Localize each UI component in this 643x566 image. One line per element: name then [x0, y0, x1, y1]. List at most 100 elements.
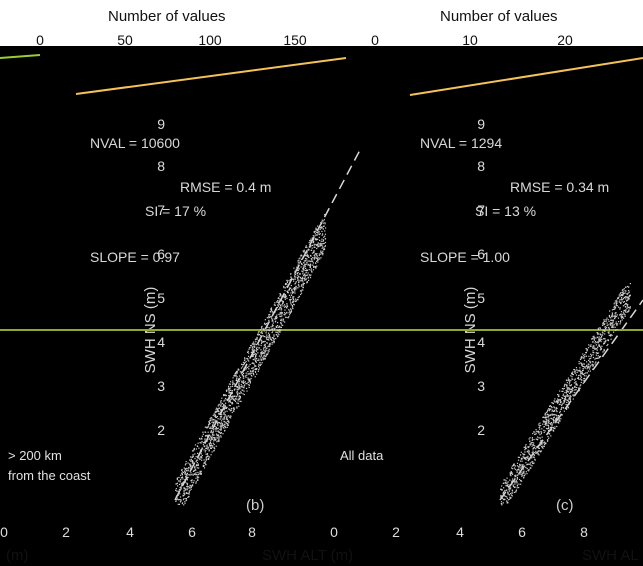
scatter-point [628, 298, 630, 300]
scatter-point [188, 485, 190, 488]
panel-label: (c) [556, 497, 574, 514]
scatter-point [547, 421, 550, 423]
scatter-point [596, 352, 599, 355]
scatter-point [549, 422, 551, 424]
scatter-point [212, 432, 214, 434]
scatter-point [289, 299, 291, 301]
scatter-point [197, 457, 199, 459]
scatter-point [304, 257, 307, 260]
scatter-point [240, 371, 243, 373]
scatter-point [214, 411, 216, 413]
scatter-point [311, 247, 313, 249]
scatter-point [517, 459, 520, 461]
scatter-point [261, 362, 263, 364]
scatter-point [546, 421, 548, 423]
scatter-point [537, 439, 539, 441]
scatter-point [568, 397, 570, 400]
scatter-point [540, 431, 542, 433]
scatter-point [533, 444, 535, 446]
top-axis-tick-label: 20 [557, 32, 573, 48]
scatter-point [179, 489, 181, 492]
scatter-point [298, 281, 300, 284]
scatter-point [600, 334, 602, 336]
scatter-point [608, 314, 611, 317]
scatter-point [259, 364, 261, 367]
scatter-point [198, 476, 200, 478]
scatter-point [180, 478, 182, 481]
scatter-point [310, 264, 312, 266]
scatter-point [599, 338, 601, 340]
scatter-point [297, 262, 299, 264]
scatter-point [176, 478, 178, 481]
scatter-point [322, 240, 324, 243]
scatter-point [265, 336, 267, 338]
scatter-point [285, 295, 287, 298]
scatter-point [580, 362, 582, 364]
scatter-point [195, 473, 198, 476]
stat-si: SI = 13 % [475, 203, 536, 219]
scatter-point [320, 244, 322, 246]
scatter-point [258, 363, 260, 365]
scatter-point [538, 423, 540, 425]
scatter-point [316, 234, 318, 236]
scatter-point [256, 373, 258, 375]
scatter-point [206, 454, 208, 456]
scatter-point [554, 398, 556, 400]
scatter-point [255, 354, 257, 357]
scatter-point [530, 464, 532, 466]
scatter-point [516, 477, 519, 479]
scatter-point [251, 370, 253, 372]
scatter-point [520, 457, 523, 460]
scatter-point [608, 320, 610, 322]
scatter-point [179, 498, 181, 501]
scatter-point [553, 406, 555, 408]
scatter-point [264, 352, 266, 354]
scatter-point [547, 419, 550, 422]
scatter-point [279, 304, 282, 307]
scatter-point [220, 415, 223, 417]
scatter-point [319, 258, 321, 260]
scatter-point [611, 325, 613, 327]
scatter-point [520, 464, 522, 466]
scatter-point [211, 432, 213, 434]
scatter-point [625, 286, 627, 288]
scatter-point [204, 435, 207, 437]
scatter-point [217, 409, 219, 411]
scatter-point [304, 275, 306, 277]
scatter-point [593, 337, 595, 339]
scatter-point [298, 276, 300, 278]
scatter-point [235, 370, 238, 373]
scatter-point [258, 359, 260, 362]
scatter-point [240, 367, 243, 369]
scatter-point [247, 381, 249, 383]
scatter-point [262, 335, 264, 337]
scatter-point [298, 260, 300, 262]
scatter-point [198, 437, 201, 440]
scatter-point [306, 274, 308, 277]
scatter-point [593, 345, 595, 347]
scatter-point [535, 429, 537, 431]
scatter-point [533, 438, 535, 441]
scatter-point [204, 440, 206, 442]
scatter-point [553, 417, 555, 419]
scatter-point [581, 363, 583, 366]
scatter-point [603, 343, 605, 345]
scatter-point [525, 444, 527, 446]
scatter-point [191, 459, 193, 462]
scatter-point [204, 442, 206, 444]
scatter-point [303, 267, 305, 269]
scatter-point [572, 390, 574, 392]
scatter-point [620, 311, 623, 313]
scatter-point [243, 393, 245, 396]
scatter-point [226, 399, 228, 401]
scatter-point [258, 347, 261, 349]
scatter-point [594, 358, 596, 360]
scatter-point [315, 227, 317, 229]
scatter-point [614, 317, 616, 319]
scatter-point [583, 375, 586, 377]
scatter-point [322, 222, 324, 224]
scatter-point [301, 279, 303, 281]
scatter-point [511, 489, 513, 491]
scatter-point [214, 411, 216, 414]
scatter-point [179, 488, 181, 491]
